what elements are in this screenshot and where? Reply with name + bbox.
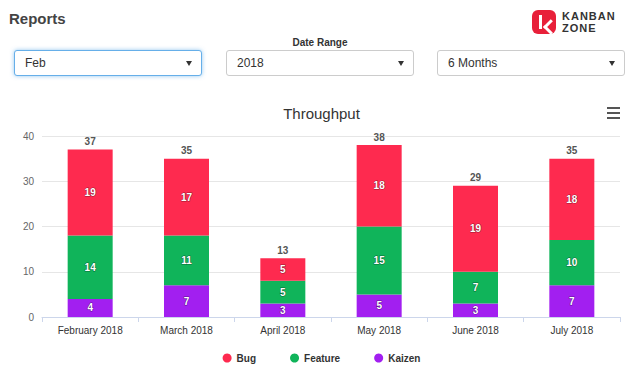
html-text:6 Months: 6 Months [448,56,498,70]
html-text:2018: 2018 [237,56,264,70]
svg-text:19: 19 [85,187,97,198]
html-text:Reports: Reports [9,10,66,27]
svg-text:29: 29 [470,172,482,183]
svg-text:Kaizen: Kaizen [388,353,420,364]
svg-text:40: 40 [23,131,35,142]
svg-text:7: 7 [473,282,479,293]
html-text:Feb: Feb [25,56,46,70]
html-text:KANBAN: KANBAN [562,10,616,22]
svg-text:10: 10 [23,266,35,277]
svg-text:3: 3 [473,305,479,316]
svg-text:3: 3 [280,305,286,316]
svg-text:35: 35 [566,145,578,156]
html-text:Date Range: Date Range [292,37,348,48]
svg-text:April 2018: April 2018 [260,325,305,336]
svg-text:37: 37 [85,136,97,147]
svg-text:14: 14 [85,262,97,273]
svg-text:Throughput: Throughput [283,105,361,122]
svg-text:February 2018: February 2018 [58,325,123,336]
svg-text:July 2018: July 2018 [550,325,593,336]
svg-text:5: 5 [280,287,286,298]
svg-text:35: 35 [181,145,193,156]
svg-text:7: 7 [184,296,190,307]
svg-text:May 2018: May 2018 [357,325,401,336]
svg-text:5: 5 [376,300,382,311]
svg-text:17: 17 [181,192,193,203]
svg-text:Feature: Feature [304,353,341,364]
svg-text:38: 38 [374,132,386,143]
svg-text:13: 13 [277,245,289,256]
svg-text:March 2018: March 2018 [160,325,213,336]
svg-text:June 2018: June 2018 [452,325,499,336]
svg-text:15: 15 [374,255,386,266]
svg-text:7: 7 [569,296,575,307]
svg-text:30: 30 [23,176,35,187]
svg-text:11: 11 [181,255,192,266]
svg-text:10: 10 [566,257,578,268]
svg-text:Bug: Bug [237,353,256,364]
svg-text:18: 18 [374,180,386,191]
svg-text:5: 5 [280,264,286,275]
svg-text:4: 4 [87,302,93,313]
svg-text:18: 18 [566,194,578,205]
svg-text:0: 0 [28,312,34,323]
svg-text:19: 19 [470,223,482,234]
html-text:ZONE: ZONE [562,22,597,34]
svg-text:20: 20 [23,221,35,232]
